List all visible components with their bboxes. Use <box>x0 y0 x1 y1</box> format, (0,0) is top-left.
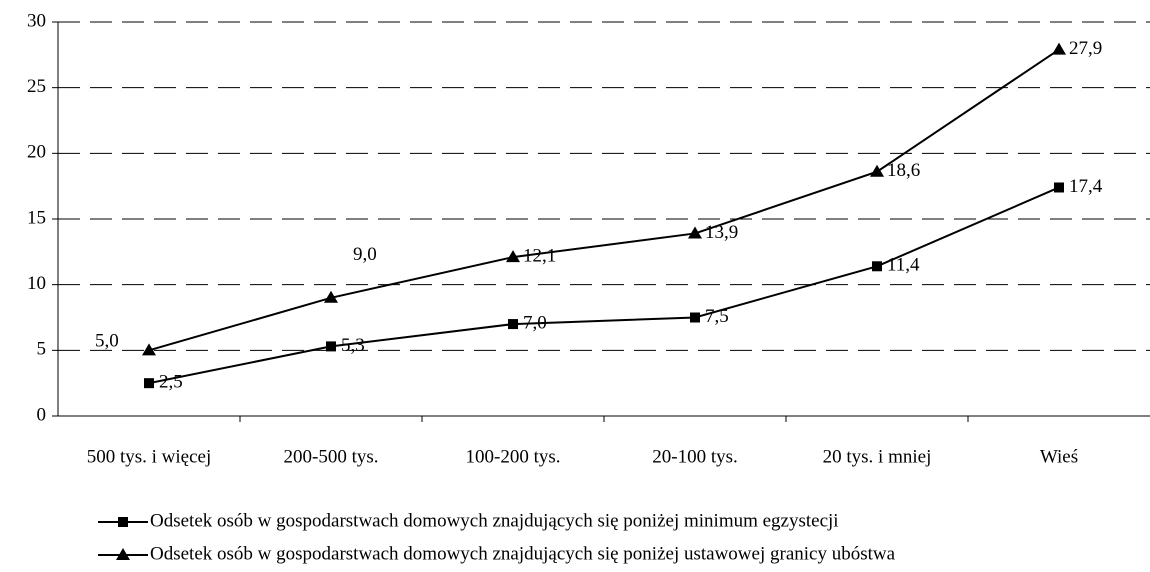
x-tick-label: 20-100 tys. <box>652 446 738 467</box>
data-label: 11,4 <box>887 255 920 276</box>
data-label: 12,1 <box>523 245 556 266</box>
x-tick-label: 20 tys. i mniej <box>823 446 932 467</box>
y-tick-label: 25 <box>27 76 46 97</box>
x-tick-label: 100-200 tys. <box>466 446 561 467</box>
y-tick-label: 0 <box>37 404 47 425</box>
data-label: 5,0 <box>95 331 119 352</box>
y-tick-label: 30 <box>27 10 46 31</box>
data-label: 17,4 <box>1069 176 1103 197</box>
marker <box>508 319 518 330</box>
marker <box>116 548 130 560</box>
marker <box>324 290 338 303</box>
data-label: 5,3 <box>341 335 365 356</box>
y-tick-label: 10 <box>27 273 46 294</box>
x-tick-label: 200-500 tys. <box>284 446 379 467</box>
y-tick-label: 15 <box>27 207 46 228</box>
marker <box>1054 182 1064 193</box>
data-label: 13,9 <box>705 222 738 243</box>
series-line <box>148 48 1060 352</box>
marker <box>326 341 336 352</box>
x-tick-label: Wieś <box>1040 446 1078 467</box>
legend-label: Odsetek osób w gospodarstwach domowych z… <box>150 543 896 564</box>
marker <box>506 250 520 263</box>
marker <box>870 164 884 177</box>
y-tick-label: 20 <box>27 142 46 163</box>
data-label: 9,0 <box>353 244 377 265</box>
data-label: 27,9 <box>1069 38 1102 59</box>
x-tick-label: 500 tys. i więcej <box>87 446 212 467</box>
data-label: 2,5 <box>159 372 183 393</box>
y-tick-label: 5 <box>37 339 47 360</box>
marker <box>142 343 156 356</box>
data-label: 7,0 <box>523 312 547 333</box>
legend-label: Odsetek osób w gospodarstwach domowych z… <box>150 510 839 531</box>
marker <box>688 226 702 239</box>
data-label: 18,6 <box>887 160 920 181</box>
marker <box>1052 42 1066 55</box>
marker <box>872 261 882 272</box>
marker <box>144 378 154 389</box>
marker <box>118 517 128 527</box>
data-label: 7,5 <box>705 306 729 327</box>
series-line <box>148 186 1060 385</box>
marker <box>690 312 700 323</box>
